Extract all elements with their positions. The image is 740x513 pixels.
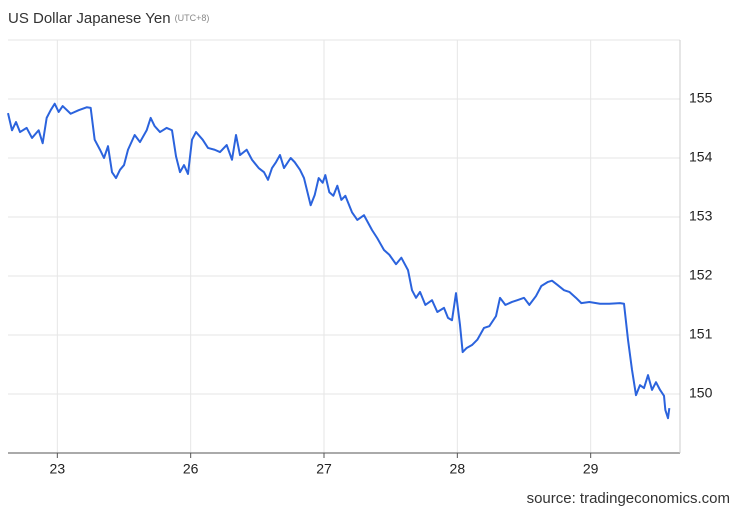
subtitle: (UTC+8) [175,13,210,23]
x-tick-label: 28 [450,461,466,477]
y-tick-label: 154 [689,149,713,165]
x-tick-label: 29 [583,461,599,477]
x-tick-label: 26 [183,461,199,477]
y-tick-label: 151 [689,326,713,342]
y-tick-label: 152 [689,267,713,283]
y-tick-label: 155 [689,90,713,106]
x-tick-label: 27 [316,461,332,477]
y-tick-label: 150 [689,385,713,401]
x-tick-label: 23 [50,461,66,477]
line [7,102,671,420]
title: US Dollar Japanese Yen [8,10,171,27]
y-tick-label: 153 [689,208,713,224]
source: source: tradingeconomics.com [527,490,730,507]
chart-title: US Dollar Japanese Yen (UTC+8) [8,10,209,27]
